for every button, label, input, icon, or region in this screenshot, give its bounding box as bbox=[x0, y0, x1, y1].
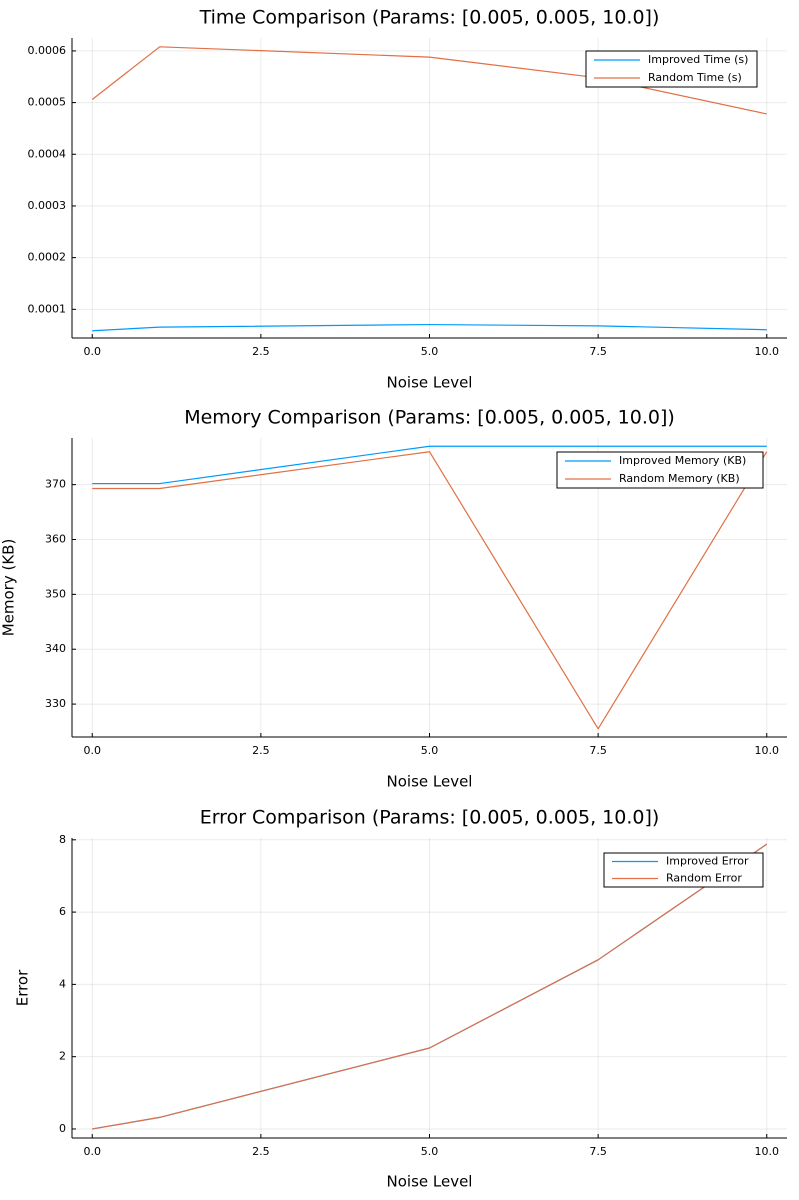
series-line-1 bbox=[92, 323, 767, 332]
series-line-2 bbox=[92, 843, 768, 1130]
x-tick-label: 7.5 bbox=[589, 744, 607, 757]
legend: Improved Error Random Error bbox=[603, 852, 764, 888]
x-tick-label: 5.0 bbox=[421, 345, 439, 358]
x-tick-label: 10.0 bbox=[755, 345, 780, 358]
series-line-1 bbox=[92, 445, 767, 485]
legend: Improved Time (s) Random Time (s) bbox=[585, 50, 758, 88]
chart-panel-2: Memory Comparison (Params: [0.005, 0.005… bbox=[0, 407, 787, 791]
x-tick-label: 10.0 bbox=[755, 1145, 780, 1158]
x-tick-label: 10.0 bbox=[755, 744, 780, 757]
y-tick-label: 6 bbox=[59, 905, 66, 918]
y-tick-label: 0.0004 bbox=[28, 147, 67, 160]
legend-label: Random Time (s) bbox=[648, 71, 742, 84]
legend-box bbox=[603, 852, 764, 888]
chart-panel-3: Error Comparison (Params: [0.005, 0.005,… bbox=[14, 807, 787, 1191]
legend-label: Random Memory (KB) bbox=[619, 472, 740, 485]
legend-label: Improved Time (s) bbox=[648, 53, 748, 66]
legend-box bbox=[585, 50, 758, 88]
x-tick-label: 7.5 bbox=[589, 1145, 607, 1158]
x-tick-label: 2.5 bbox=[252, 744, 270, 757]
x-tick-label: 5.0 bbox=[421, 744, 439, 757]
x-axis-label: Noise Level bbox=[387, 374, 473, 392]
x-axis-label: Noise Level bbox=[387, 1173, 473, 1191]
x-tick-label: 2.5 bbox=[252, 345, 270, 358]
legend-label: Random Error bbox=[666, 872, 742, 885]
y-tick-label: 370 bbox=[45, 478, 66, 491]
y-tick-label: 360 bbox=[45, 532, 66, 545]
y-tick-label: 350 bbox=[45, 587, 66, 600]
y-axis-label: Error bbox=[14, 969, 32, 1006]
y-tick-label: 4 bbox=[59, 977, 66, 990]
chart-panel-1: Time Comparison (Params: [0.005, 0.005, … bbox=[28, 7, 787, 392]
chart-title: Error Comparison (Params: [0.005, 0.005,… bbox=[200, 807, 660, 829]
x-tick-label: 2.5 bbox=[252, 1145, 270, 1158]
y-tick-label: 0 bbox=[59, 1122, 66, 1135]
x-tick-label: 0.0 bbox=[83, 744, 101, 757]
y-tick-label: 2 bbox=[59, 1050, 66, 1063]
y-tick-label: 0.0003 bbox=[28, 199, 67, 212]
x-axis-label: Noise Level bbox=[387, 773, 473, 791]
x-tick-label: 0.0 bbox=[83, 1145, 101, 1158]
x-tick-label: 7.5 bbox=[589, 345, 607, 358]
y-tick-label: 0.0002 bbox=[28, 251, 67, 264]
legend-label: Improved Error bbox=[666, 855, 749, 868]
chart-title: Time Comparison (Params: [0.005, 0.005, … bbox=[199, 7, 660, 29]
series-line-2 bbox=[92, 451, 768, 730]
x-tick-label: 0.0 bbox=[83, 345, 101, 358]
legend: Improved Memory (KB) Random Memory (KB) bbox=[556, 451, 764, 489]
y-tick-label: 0.0006 bbox=[28, 44, 67, 57]
y-axis-label: Memory (KB) bbox=[0, 539, 18, 637]
y-tick-label: 0.0005 bbox=[28, 96, 67, 109]
y-tick-label: 0.0001 bbox=[28, 302, 67, 315]
x-tick-label: 5.0 bbox=[421, 1145, 439, 1158]
series-line-2 bbox=[91, 46, 767, 115]
chart-title: Memory Comparison (Params: [0.005, 0.005… bbox=[184, 407, 675, 429]
legend-box bbox=[556, 451, 764, 489]
y-tick-label: 340 bbox=[45, 642, 66, 655]
y-tick-label: 330 bbox=[45, 697, 66, 710]
legend-label: Improved Memory (KB) bbox=[619, 454, 746, 467]
y-tick-label: 8 bbox=[59, 833, 66, 846]
